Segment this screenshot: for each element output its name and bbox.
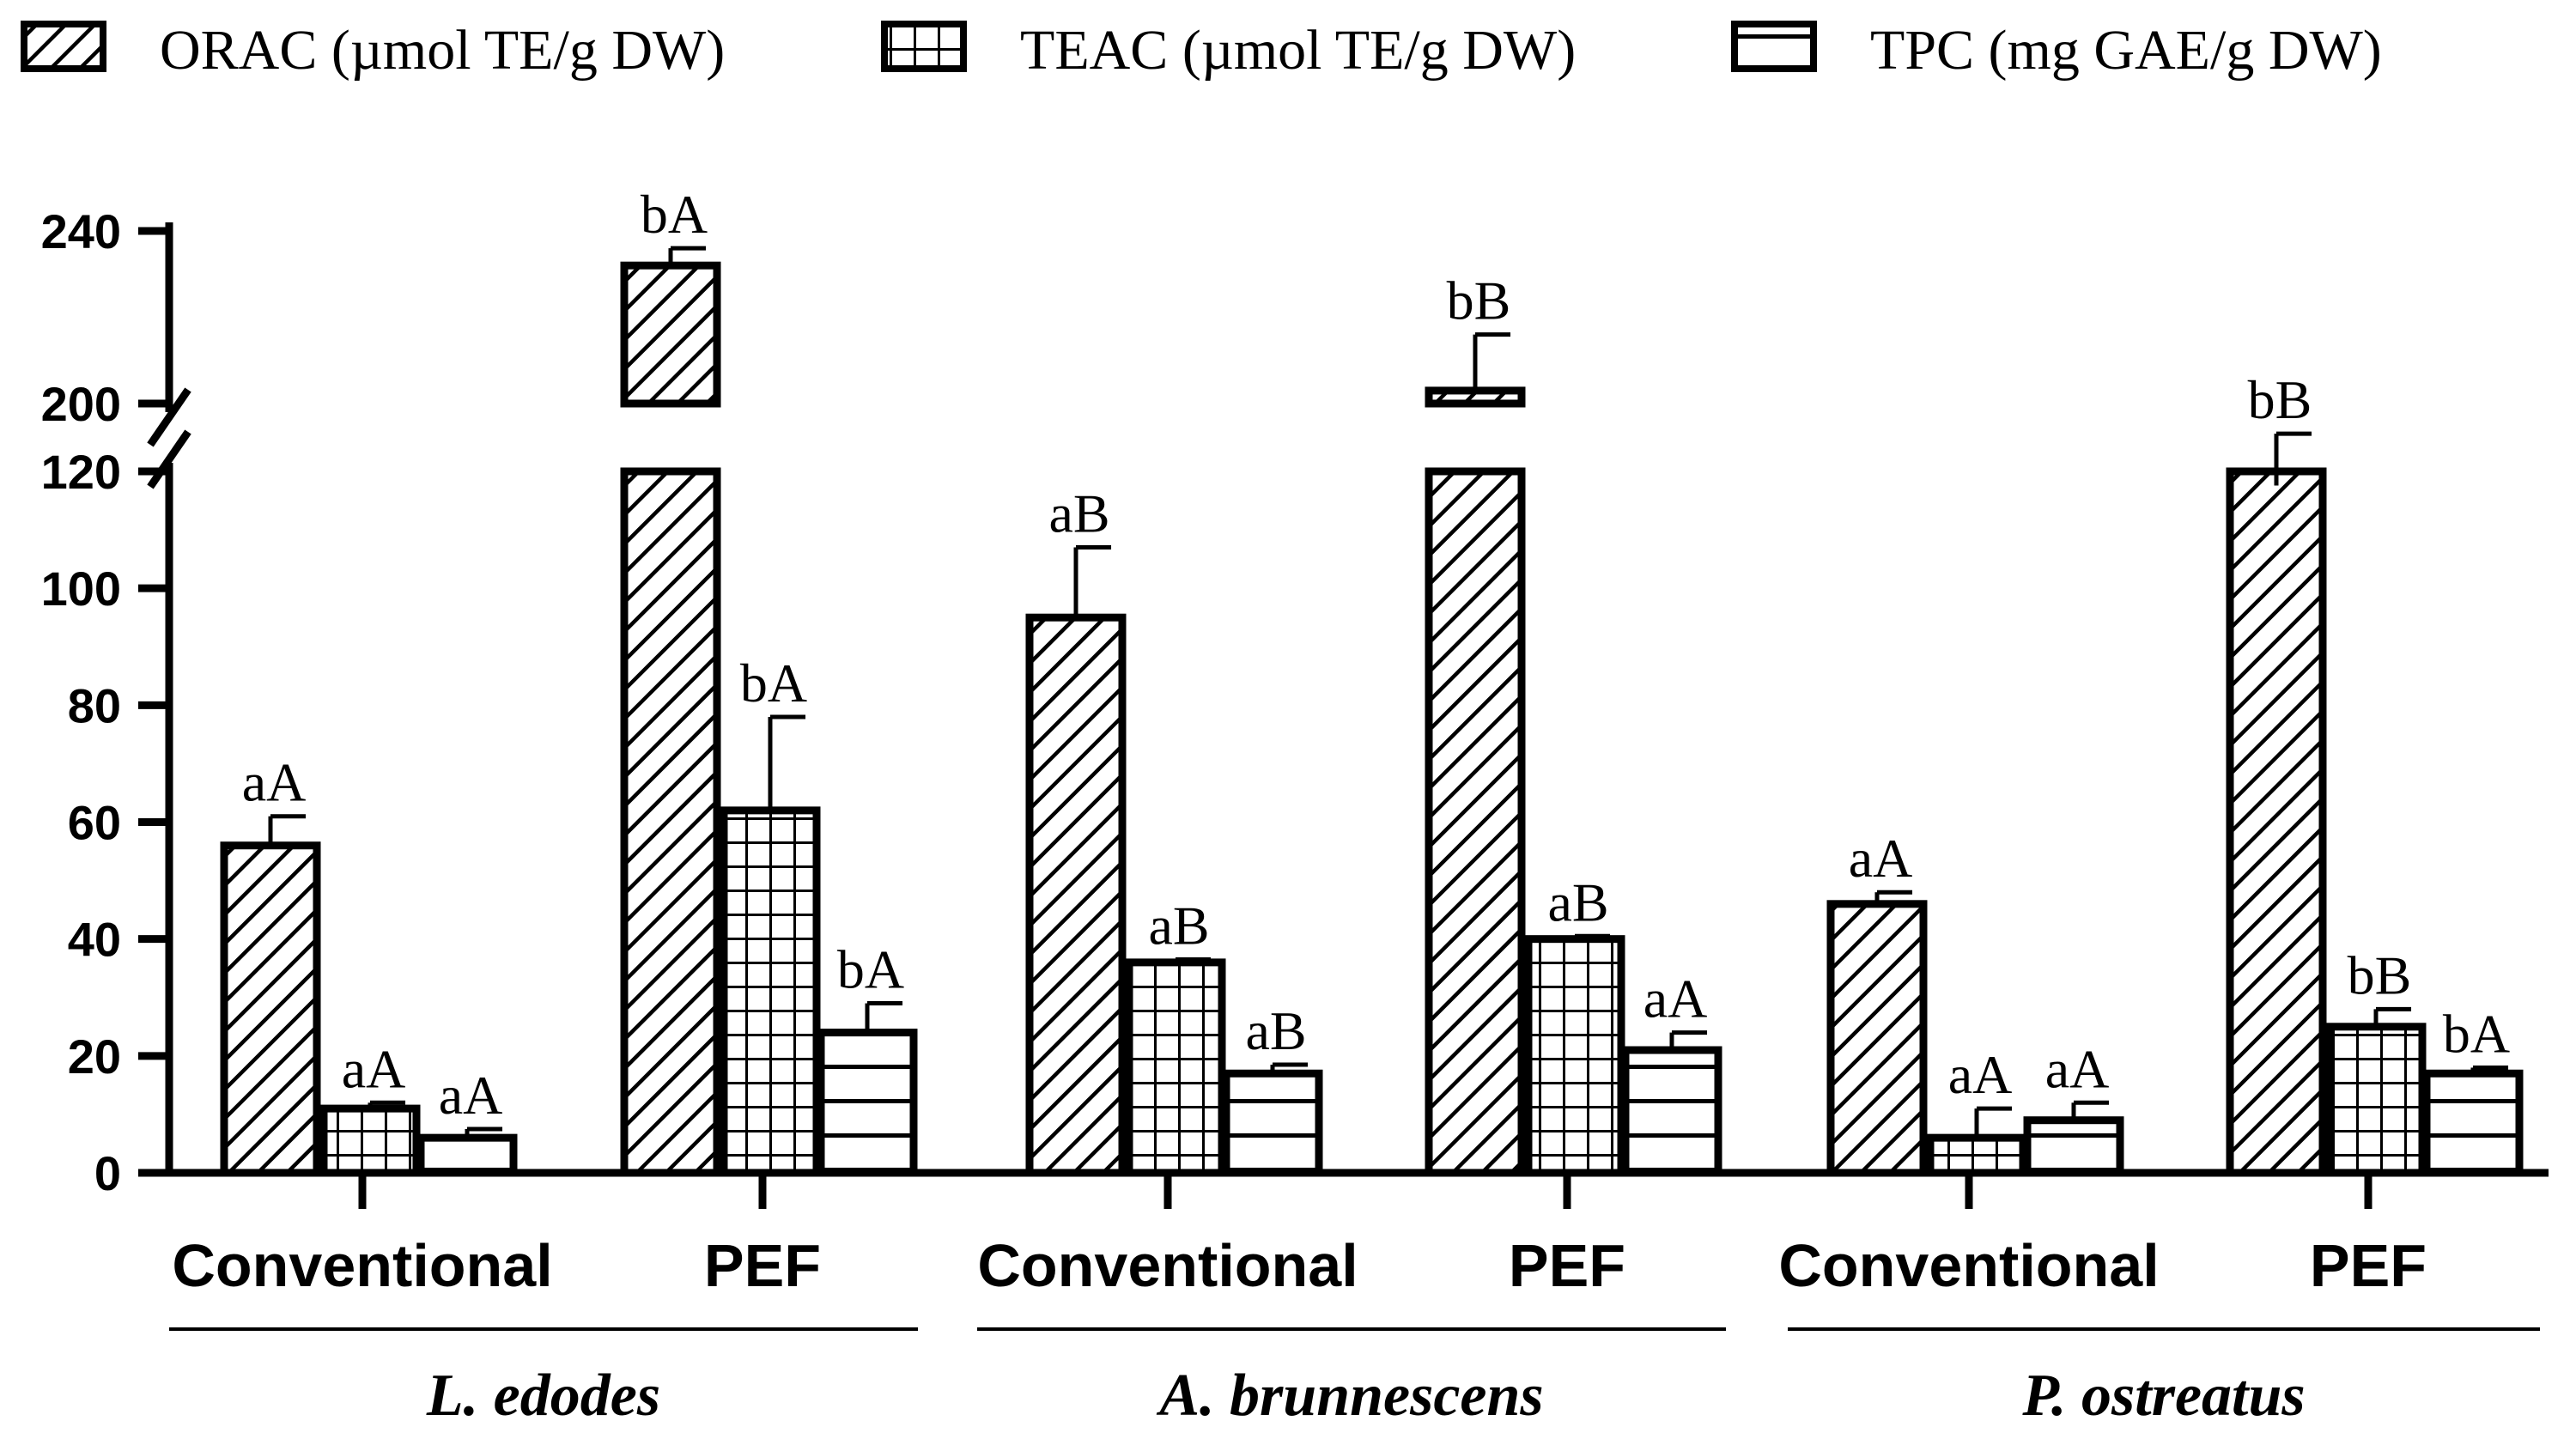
group-label-0: L. edodes — [426, 1363, 660, 1429]
bar-s1-c1 — [720, 806, 821, 1177]
sig-label-s0-c0: aA — [242, 752, 307, 813]
x-tick-label-3: PEF — [1509, 1232, 1625, 1299]
legend-label-tpc: TPC (mg GAE/g DW) — [1870, 19, 2382, 82]
bar-s0-c0 — [220, 841, 321, 1177]
bar-s0-c3-lower — [1425, 467, 1526, 1177]
sig-label-s2-c4: aA — [2045, 1038, 2110, 1099]
sig-label-s1-c3: aB — [1547, 871, 1608, 932]
plot-area — [220, 246, 2524, 1177]
sig-label-s2-c0: aA — [439, 1065, 503, 1126]
y-tick-label-200: 200 — [41, 377, 121, 431]
axis-break-mark-lower — [147, 429, 191, 489]
sig-label-s0-c4: aA — [1849, 828, 1913, 889]
y-tick-label-100: 100 — [41, 562, 121, 616]
bar-s1-c2 — [1125, 958, 1226, 1177]
sig-label-s1-c0: aA — [342, 1038, 406, 1099]
legend-swatch-teac — [881, 21, 967, 72]
sig-label-s2-c3: aA — [1643, 968, 1708, 1029]
bar-s2-c2 — [1222, 1069, 1323, 1177]
x-tick-label-5: PEF — [2310, 1232, 2427, 1299]
bar-s2-c3 — [1621, 1046, 1722, 1177]
bar-s2-c0 — [416, 1133, 518, 1177]
bar-s1-c3 — [1524, 935, 1625, 1177]
bar-s0-c4 — [1826, 900, 1928, 1177]
sig-label-s0-c5: bB — [2248, 369, 2312, 430]
sig-label-s2-c5: bA — [2443, 1003, 2510, 1064]
sig-label-s2-c1: bA — [837, 939, 904, 1000]
sig-label-s1-c1: bA — [740, 653, 807, 713]
y-tick-label-40: 40 — [68, 913, 121, 967]
x-tick-label-0: Conventional — [172, 1232, 552, 1299]
x-tick-label-1: PEF — [704, 1232, 821, 1299]
bar-s0-c5-lower — [2226, 467, 2327, 1177]
y-tick-label-0: 0 — [94, 1146, 121, 1200]
bar-s1-c0 — [319, 1104, 421, 1177]
x-tick-label-2: Conventional — [977, 1232, 1358, 1299]
legend: ORAC (µmol TE/g DW) TEAC (µmol TE/g DW) … — [21, 19, 2382, 82]
legend-swatch-tpc — [1731, 21, 1817, 72]
y-tick-label-60: 60 — [68, 796, 121, 850]
legend-label-orac: ORAC (µmol TE/g DW) — [160, 19, 725, 82]
y-tick-label-20: 20 — [68, 1029, 121, 1084]
bar-s2-c5 — [2422, 1069, 2524, 1177]
legend-swatch-orac — [21, 21, 106, 72]
group-label-1: A. brunnescens — [1156, 1363, 1543, 1429]
bar-s1-c4 — [1926, 1133, 2027, 1177]
legend-label-teac: TEAC (µmol TE/g DW) — [1020, 19, 1576, 82]
y-tick-label-120: 120 — [41, 445, 121, 499]
sig-label-s0-c3: bB — [1447, 270, 1511, 331]
axis-break-mark-upper — [147, 387, 191, 447]
bar-s0-c2 — [1025, 613, 1127, 1177]
axis-labels: aA bA aB bB aA bB aA bA aB aB aA bB aA bA aB aA aA bA 0 20 4… — [41, 184, 2511, 1429]
bar-s2-c1 — [817, 1029, 918, 1177]
sig-label-s0-c1: bA — [641, 184, 708, 245]
sig-label-s1-c4: aA — [1948, 1044, 2013, 1105]
bar-s1-c5 — [2325, 1023, 2427, 1177]
sig-label-s2-c2: aB — [1245, 1000, 1306, 1061]
bar-s2-c4 — [2023, 1116, 2124, 1177]
y-tick-label-80: 80 — [68, 678, 121, 732]
sig-label-s0-c2: aB — [1048, 483, 1109, 544]
bar-s0-c1-upper — [620, 261, 721, 408]
group-label-2: P. ostreatus — [2021, 1363, 2305, 1429]
bar-s0-c1-lower — [620, 467, 721, 1177]
x-tick-label-4: Conventional — [1778, 1232, 2159, 1299]
sig-label-s1-c2: aB — [1148, 895, 1209, 956]
y-tick-label-240: 240 — [41, 204, 121, 258]
axes — [138, 222, 2549, 1331]
bar-s0-c3-upper — [1425, 386, 1526, 408]
sig-label-s1-c5: bB — [2348, 944, 2412, 1005]
